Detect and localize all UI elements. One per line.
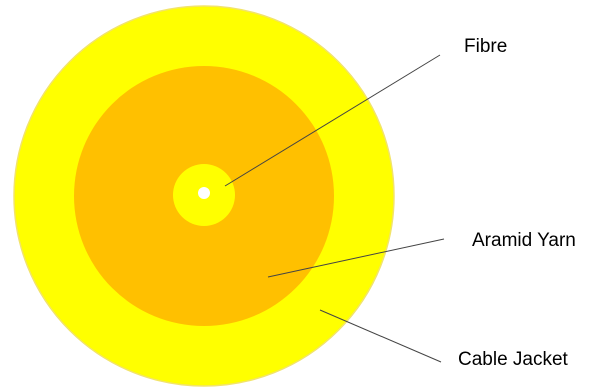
fibre-core — [198, 187, 210, 199]
cable-jacket-leader-line — [319, 309, 442, 363]
aramid-yarn-label: Aramid Yarn — [472, 230, 576, 251]
aramid-yarn-leader-line — [267, 238, 445, 278]
fibre-leader-line — [224, 54, 441, 187]
fibre-label: Fibre — [464, 36, 507, 57]
cable-jacket-label: Cable Jacket — [458, 349, 569, 370]
